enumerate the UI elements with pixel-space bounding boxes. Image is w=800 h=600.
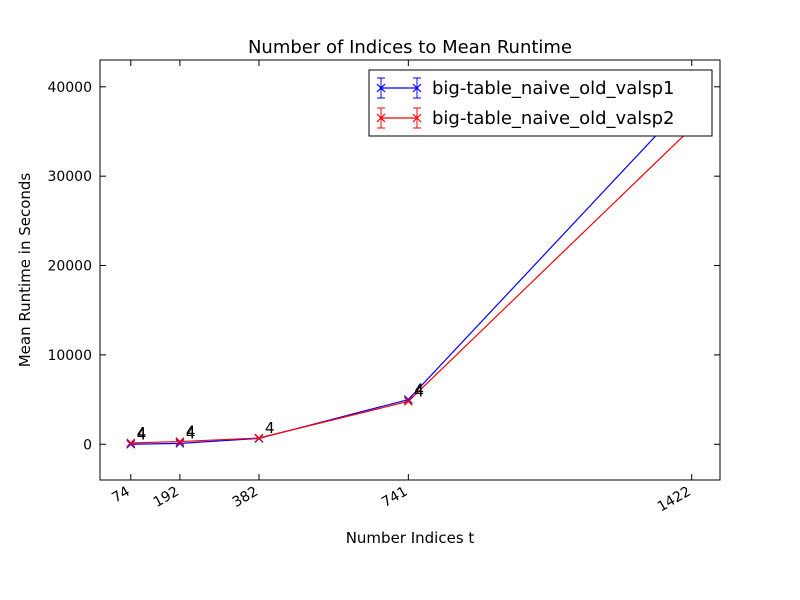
point-annotation: 4 [414, 381, 424, 399]
legend-box [368, 69, 713, 137]
y-tick-label: 30000 [47, 169, 92, 185]
point-annotation: 4 [137, 425, 147, 443]
x-tick-label: 1422 [655, 484, 694, 516]
point-annotation: 4 [137, 424, 147, 442]
x-tick-label: 192 [151, 484, 182, 511]
point-annotation: 4 [414, 382, 424, 400]
chart-title: Number of Indices to Mean Runtime [248, 37, 572, 58]
annotation-layer: 4 444 4 44 [137, 381, 424, 444]
legend-label: big-table_naive_old_valsp1 [432, 78, 674, 99]
x-tick-label: 74 [109, 484, 133, 507]
x-tick-label: 382 [230, 484, 261, 511]
series-layer [126, 93, 697, 449]
y-tick-label: 10000 [47, 348, 92, 364]
y-axis-title: Mean Runtime in Seconds [16, 173, 34, 368]
legend-entry-2: big-table_naive_old_valsp2 [376, 107, 674, 129]
legend-entry-1: big-table_naive_old_valsp1 [376, 77, 674, 99]
data-point [126, 438, 136, 448]
point-annotation: 4 [186, 424, 196, 442]
legend: big-table_naive_old_valsp1 big-table_naiv… [368, 69, 713, 137]
y-tick-label: 0 [83, 437, 92, 453]
plot-area-frame [99, 59, 721, 481]
point-annotation: 4 [265, 419, 275, 437]
x-axis-title: Number Indices t [346, 529, 475, 547]
data-point [175, 437, 185, 446]
series-line-1 [130, 97, 693, 445]
data-point [175, 438, 185, 448]
x-tick-label: 741 [379, 484, 410, 511]
y-tick-label: 20000 [47, 259, 92, 275]
data-point [403, 396, 413, 406]
legend-label: big-table_naive_old_valsp2 [432, 108, 674, 129]
point-annotation: 4 [186, 423, 196, 441]
data-point [254, 433, 264, 443]
data-point [126, 439, 136, 449]
y-axis: 0 10000 20000 30000 40000 [47, 80, 720, 453]
y-tick-label: 40000 [47, 80, 92, 96]
